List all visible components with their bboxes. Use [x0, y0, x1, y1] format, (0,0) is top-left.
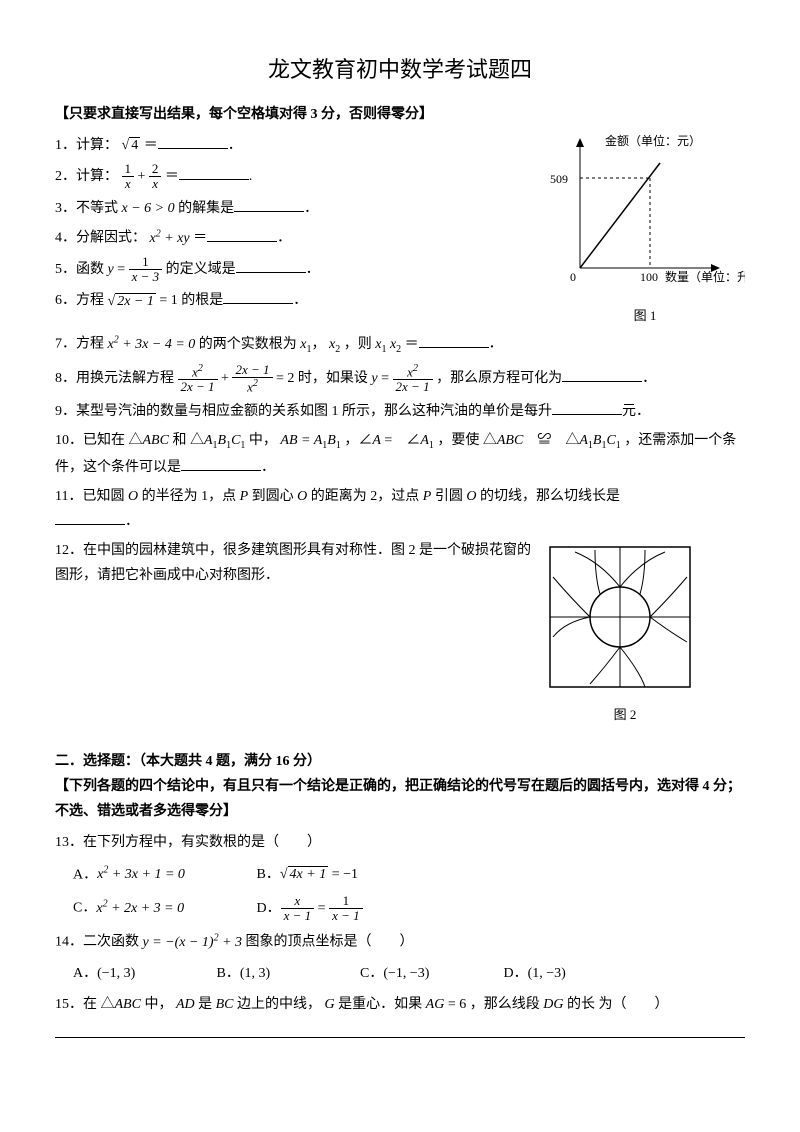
q2-num: 2．: [55, 169, 76, 184]
q8-ta: 用换元法解方程: [76, 371, 178, 386]
q10-text: 已知在 △ABC 和 △A1B1C1 中， AB = A1B1 ，∠A = ∠A…: [55, 433, 736, 475]
question-15: 15．在 △ABC 中， AD 是 BC 边上的中线， G 是重心．如果 AG …: [55, 992, 745, 1017]
answer-blank[interactable]: [236, 258, 306, 273]
q11-num: 11．: [55, 489, 82, 504]
q14-ta: 二次函数: [83, 935, 143, 950]
q5-end: ．: [306, 262, 320, 277]
q12-num: 12．: [55, 543, 83, 558]
q13-opt-d[interactable]: D．xx − 1 = 1x − 1: [257, 894, 397, 924]
q8-num: 8．: [55, 371, 76, 386]
answer-blank[interactable]: [223, 289, 293, 304]
q15-num: 15．: [55, 997, 83, 1012]
question-9: 9．某型号汽油的数量与相应金额的关系如图 1 所示，那么这种汽油的单价是每升 元．: [55, 399, 745, 424]
answer-blank[interactable]: [158, 134, 228, 149]
question-7: 7．方程 x2 + 3x − 4 = 0 的两个实数根为 x1， x2 ，则 x…: [55, 331, 745, 358]
q13-opt-b[interactable]: B．√4x + 1 = −1: [257, 862, 397, 887]
question-11: 11．已知圆 O 的半径为 1，点 P 到圆心 O 的距离为 2，过点 P 引圆…: [55, 484, 745, 534]
answer-blank[interactable]: [552, 400, 622, 415]
answer-blank[interactable]: [234, 197, 304, 212]
q7-num: 7．: [55, 337, 76, 352]
q3-ta: 不等式: [76, 201, 122, 216]
answer-blank[interactable]: [419, 333, 489, 348]
q11-end: ．: [125, 514, 139, 529]
q6-end: ．: [293, 293, 307, 308]
q14-num: 14．: [55, 935, 83, 950]
question-14: 14．二次函数 y = −(x − 1)2 + 3 图象的顶点坐标是（ ） A．…: [55, 929, 745, 986]
q12-text: 在中国的园林建筑中，很多建筑图形具有对称性．图 2 是一个破损花窗的图形，请把它…: [55, 543, 531, 583]
question-12: 12．在中国的园林建筑中，很多建筑图形具有对称性．图 2 是一个破损花窗的图形，…: [55, 538, 745, 588]
q15-text: 在 △ABC 中， AD 是 BC 边上的中线， G 是重心．如果 AG = 6…: [83, 997, 668, 1012]
figure-2-caption: 图 2: [545, 703, 705, 726]
instruction-2: 【下列各题的四个结论中，有且只有一个结论是正确的，把正确结论的代号写在题后的圆括…: [55, 774, 745, 824]
question-3: 3．不等式 x − 6 > 0 的解集是 ．: [55, 196, 745, 221]
q9-text: 某型号汽油的数量与相应金额的关系如图 1 所示，那么这种汽油的单价是每升: [76, 404, 552, 419]
q6-ta: 方程: [76, 293, 108, 308]
q4-end: ．: [277, 231, 291, 246]
q9-num: 9．: [55, 404, 76, 419]
q13-num: 13．: [55, 835, 83, 850]
q3-num: 3．: [55, 201, 76, 216]
q10-num: 10．: [55, 433, 83, 448]
sqrt-icon: √4: [122, 133, 141, 158]
q14-tb: 图象的顶点坐标是（ ）: [246, 935, 414, 950]
question-8: 8．用换元法解方程 x22x − 1 + 2x − 1x2 = 2 时，如果设 …: [55, 363, 745, 395]
sqrt-icon: √2x − 1: [108, 289, 156, 314]
q7-ta: 方程: [76, 337, 108, 352]
q4-eq: ＝: [193, 231, 207, 246]
q11-text: 已知圆 O 的半径为 1，点 P 到圆心 O 的距离为 2，过点 P 引圆 O …: [82, 489, 620, 504]
q14-opt-d[interactable]: D．(1, −3): [504, 961, 604, 986]
answer-blank[interactable]: [207, 227, 277, 242]
answer-blank[interactable]: [179, 165, 249, 180]
section-2-head: 二．选择题：（本大题共 4 题，满分 16 分）: [55, 749, 745, 774]
instruction-1: 【只要求直接写出结果，每个空格填对得 3 分，否则得零分】: [55, 102, 745, 127]
footer-rule: [55, 1037, 745, 1038]
q8-tc: ，那么原方程可化为: [436, 371, 562, 386]
q1-text: 计算：: [76, 138, 118, 153]
q6-rhs: = 1: [156, 293, 178, 308]
q9-unit: 元．: [622, 404, 650, 419]
q4-text: 分解因式：: [76, 231, 146, 246]
q14-opt-b[interactable]: B．(1, 3): [217, 961, 317, 986]
question-4: 4．分解因式： x2 + xy ＝．: [55, 225, 745, 251]
q1-eq: ＝: [144, 138, 158, 153]
q7-end: ．: [489, 337, 503, 352]
q14-opt-c[interactable]: C．(−1, −3): [360, 961, 460, 986]
question-5: 5．函数 y = 1x − 3 的定义域是．: [55, 255, 745, 285]
q3-end: ．: [304, 201, 318, 216]
q13-opt-a[interactable]: A．x2 + 3x + 1 = 0: [73, 862, 213, 888]
question-6: 6．方程 √2x − 1 = 1 的根是 ．: [55, 288, 745, 313]
answer-blank[interactable]: [55, 510, 125, 525]
q3-expr: x − 6 > 0: [122, 201, 175, 216]
q2-text: 计算：: [76, 169, 118, 184]
question-1: 1．计算： √4 ＝ ．: [55, 133, 745, 158]
answer-blank[interactable]: [562, 367, 642, 382]
answer-blank[interactable]: [181, 456, 261, 471]
q13-text: 在下列方程中，有实数根的是（ ）: [83, 835, 321, 850]
q1-num: 1．: [55, 138, 76, 153]
q8-end: ．: [642, 371, 656, 386]
page-title: 龙文教育初中数学考试题四: [55, 50, 745, 90]
q5-tb: 的定义域是: [166, 262, 236, 277]
question-10: 10．已知在 △ABC 和 △A1B1C1 中， AB = A1B1 ，∠A =…: [55, 428, 745, 480]
q3-tb: 的解集是: [175, 201, 235, 216]
q8-tb: 时，如果设: [298, 371, 372, 386]
q2-end: .: [249, 169, 253, 184]
q5-ta: 函数: [76, 262, 108, 277]
q7-tb: 的两个实数根为 x1， x2 ，则 x1 x2 ＝: [199, 337, 419, 352]
q6-tb: 的根是: [181, 293, 223, 308]
q6-num: 6．: [55, 293, 76, 308]
question-2: 2．计算： 1x + 2x ＝.: [55, 162, 745, 192]
q1-end: ．: [228, 138, 242, 153]
q5-num: 5．: [55, 262, 76, 277]
q13-opt-c[interactable]: C．x2 + 2x + 3 = 0: [73, 895, 213, 921]
question-13: 13．在下列方程中，有实数根的是（ ） A．x2 + 3x + 1 = 0 B．…: [55, 830, 745, 923]
q14-opt-a[interactable]: A．(−1, 3): [73, 961, 173, 986]
q2-eq: ＝: [165, 169, 179, 184]
q4-num: 4．: [55, 231, 76, 246]
q10-end: ．: [261, 460, 275, 475]
